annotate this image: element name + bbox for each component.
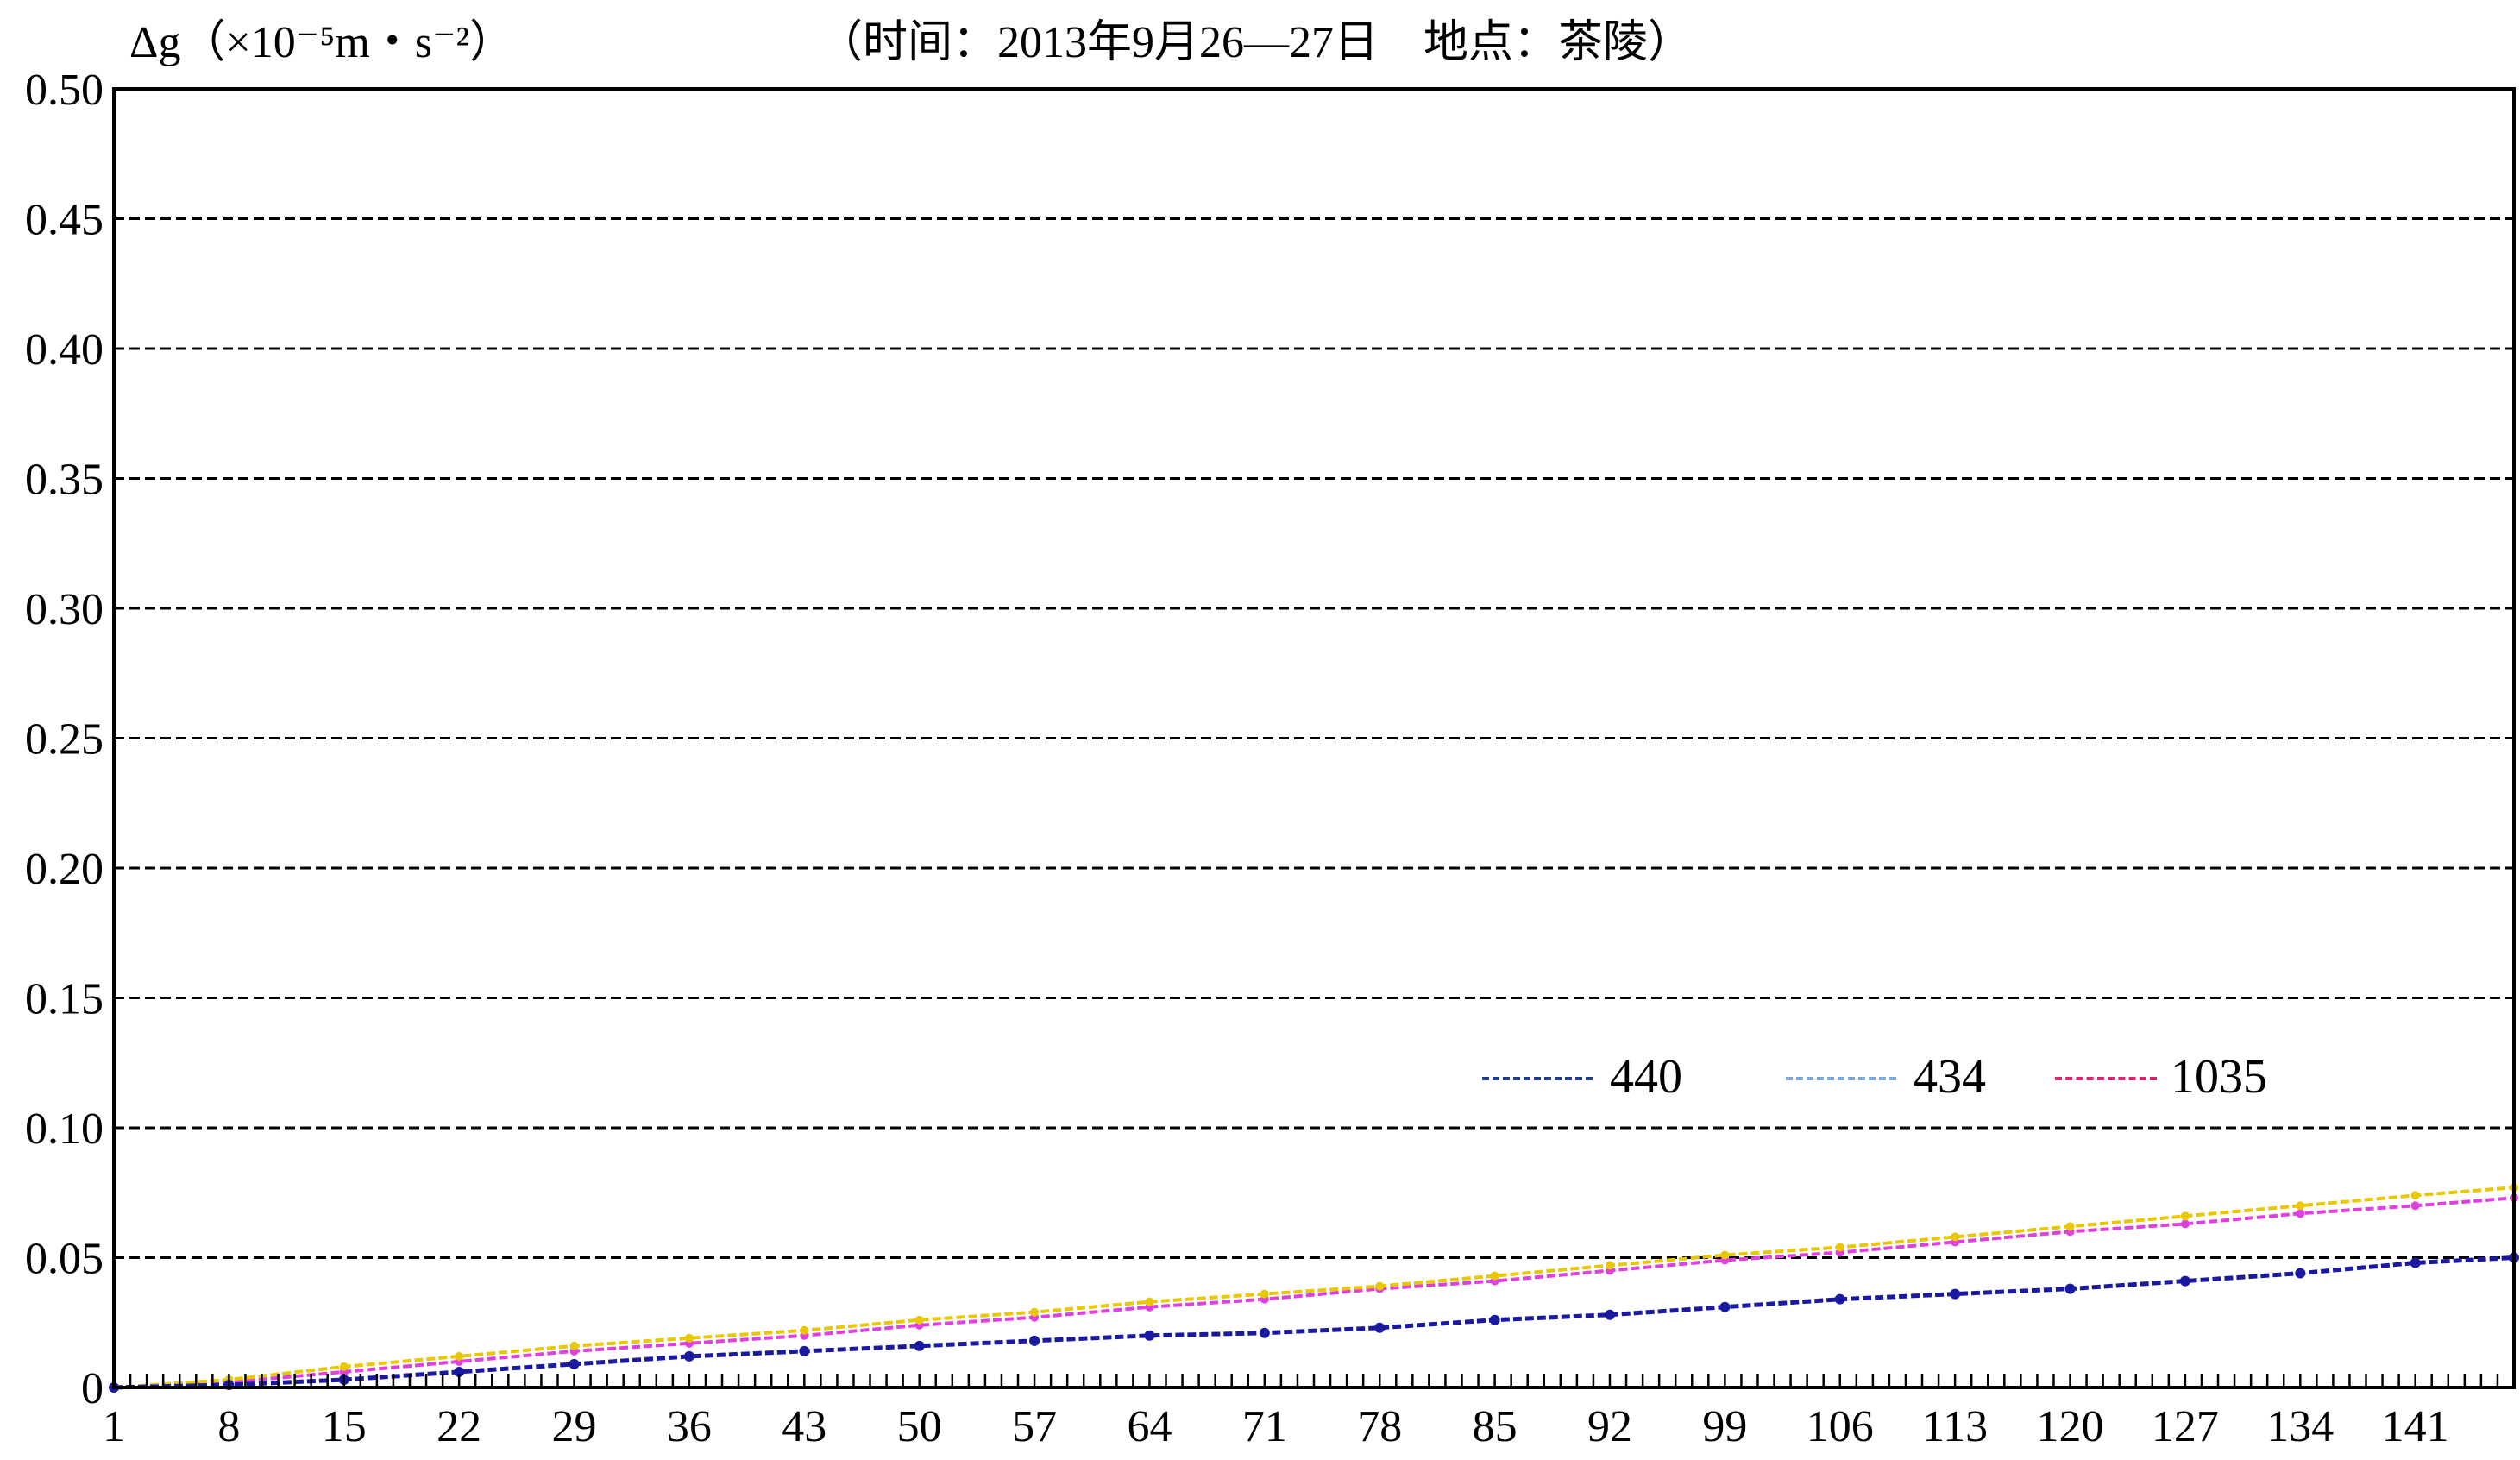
data-point-434 — [800, 1325, 809, 1335]
y-tick-label: 0.40 — [25, 325, 104, 374]
data-point-440 — [1604, 1309, 1615, 1320]
series-line-434 — [113, 1186, 2515, 1389]
x-tick-label: 15 — [322, 1402, 367, 1451]
legend-label-440: 440 — [1610, 1050, 1682, 1104]
x-tick-label: 113 — [1922, 1402, 1988, 1451]
legend-swatch-1035 — [2055, 1077, 2157, 1080]
x-tick-label: 36 — [667, 1402, 712, 1451]
data-point-440 — [914, 1340, 925, 1351]
data-point-434 — [1145, 1297, 1154, 1306]
data-point-434 — [914, 1315, 924, 1325]
y-tick-label: 0.35 — [25, 456, 104, 505]
data-point-434 — [1951, 1232, 1960, 1242]
data-point-440 — [454, 1366, 465, 1377]
y-tick-label: 0.45 — [25, 196, 104, 245]
x-tick-label: 64 — [1127, 1402, 1172, 1451]
grid-lines — [114, 217, 2514, 1259]
data-point-434 — [339, 1362, 349, 1371]
x-tick-label: 8 — [217, 1402, 240, 1451]
data-point-434 — [2410, 1191, 2420, 1200]
legend-label-1035: 1035 — [2171, 1050, 2267, 1104]
x-tick-label: 99 — [1702, 1402, 1747, 1451]
data-point-1035 — [2180, 1219, 2190, 1229]
x-tick-label: 120 — [2037, 1402, 2104, 1451]
data-point-440 — [683, 1350, 694, 1362]
data-point-434 — [455, 1351, 464, 1361]
data-point-440 — [799, 1345, 810, 1356]
series-line-440 — [113, 1255, 2515, 1390]
data-point-440 — [1029, 1335, 1040, 1346]
x-tick-label: 71 — [1242, 1402, 1287, 1451]
data-point-434 — [684, 1333, 694, 1343]
data-point-434 — [1375, 1281, 1385, 1291]
x-tick-label: 43 — [782, 1402, 826, 1451]
x-tick-label: 78 — [1357, 1402, 1402, 1451]
data-point-440 — [2179, 1275, 2190, 1287]
x-tick-label: 85 — [1473, 1402, 1518, 1451]
data-point-440 — [1489, 1314, 1500, 1325]
series-line-1035 — [113, 1196, 2515, 1389]
data-point-440 — [2064, 1283, 2076, 1294]
x-tick-label: 141 — [2382, 1402, 2449, 1451]
x-tick-label: 57 — [1012, 1402, 1057, 1451]
y-axis-label: Δg（×10⁻⁵m・s⁻²） — [129, 18, 515, 67]
x-tick-label: 127 — [2152, 1402, 2219, 1451]
data-point-440 — [2295, 1268, 2306, 1279]
x-tick-label: 1 — [103, 1402, 125, 1451]
data-point-434 — [2065, 1222, 2075, 1231]
data-point-440 — [1374, 1322, 1386, 1333]
data-point-434 — [1835, 1243, 1844, 1252]
data-point-440 — [1259, 1327, 1270, 1338]
legend-label-434: 434 — [1914, 1050, 1986, 1104]
data-point-440 — [1144, 1330, 1155, 1341]
x-tick-label: 29 — [552, 1402, 597, 1451]
data-point-434 — [2180, 1211, 2190, 1221]
data-point-434 — [1720, 1250, 1730, 1260]
data-point-1035 — [2410, 1201, 2420, 1211]
y-tick-label: 0.10 — [25, 1104, 104, 1154]
data-point-434 — [1260, 1289, 1269, 1299]
y-tick-label: 0.05 — [25, 1235, 104, 1284]
x-tick-label: 92 — [1587, 1402, 1632, 1451]
y-tick-label: 0.15 — [25, 975, 104, 1024]
data-point-434 — [569, 1341, 579, 1350]
data-point-440 — [569, 1358, 580, 1369]
y-tick-label: 0.20 — [25, 845, 104, 894]
data-series — [109, 1183, 2519, 1393]
data-point-440 — [1719, 1301, 1731, 1312]
legend-swatch-434 — [1786, 1077, 1896, 1080]
y-tick-label: 0 — [81, 1364, 104, 1413]
data-point-440 — [1834, 1293, 1845, 1305]
y-axis: 0 0.05 0.10 0.15 0.20 0.25 0.30 0.35 0.40 0.45 0.5… — [25, 66, 104, 1413]
data-point-434 — [1030, 1307, 1040, 1317]
data-point-440 — [1950, 1288, 1961, 1300]
legend-swatch-440 — [1482, 1077, 1593, 1080]
x-axis: 1 8 15 22 29 36 43 50 57 64 71 78 85 92 99 106 113 120 127… — [103, 1374, 2516, 1451]
data-point-440 — [2410, 1257, 2421, 1268]
y-tick-label: 0.50 — [25, 66, 104, 115]
chart-title: （时间：2013年9月26—27日 地点：茶陵） — [818, 18, 1694, 67]
y-tick-label: 0.30 — [25, 585, 104, 634]
data-point-1035 — [2296, 1209, 2305, 1218]
data-point-434 — [2296, 1201, 2305, 1211]
x-tick-label: 50 — [897, 1402, 942, 1451]
x-tick-label: 22 — [437, 1402, 481, 1451]
data-point-434 — [1490, 1271, 1499, 1281]
y-tick-label: 0.25 — [25, 715, 104, 765]
data-point-434 — [1605, 1261, 1614, 1270]
x-tick-label: 106 — [1807, 1402, 1874, 1451]
x-tick-label: 134 — [2266, 1402, 2334, 1451]
